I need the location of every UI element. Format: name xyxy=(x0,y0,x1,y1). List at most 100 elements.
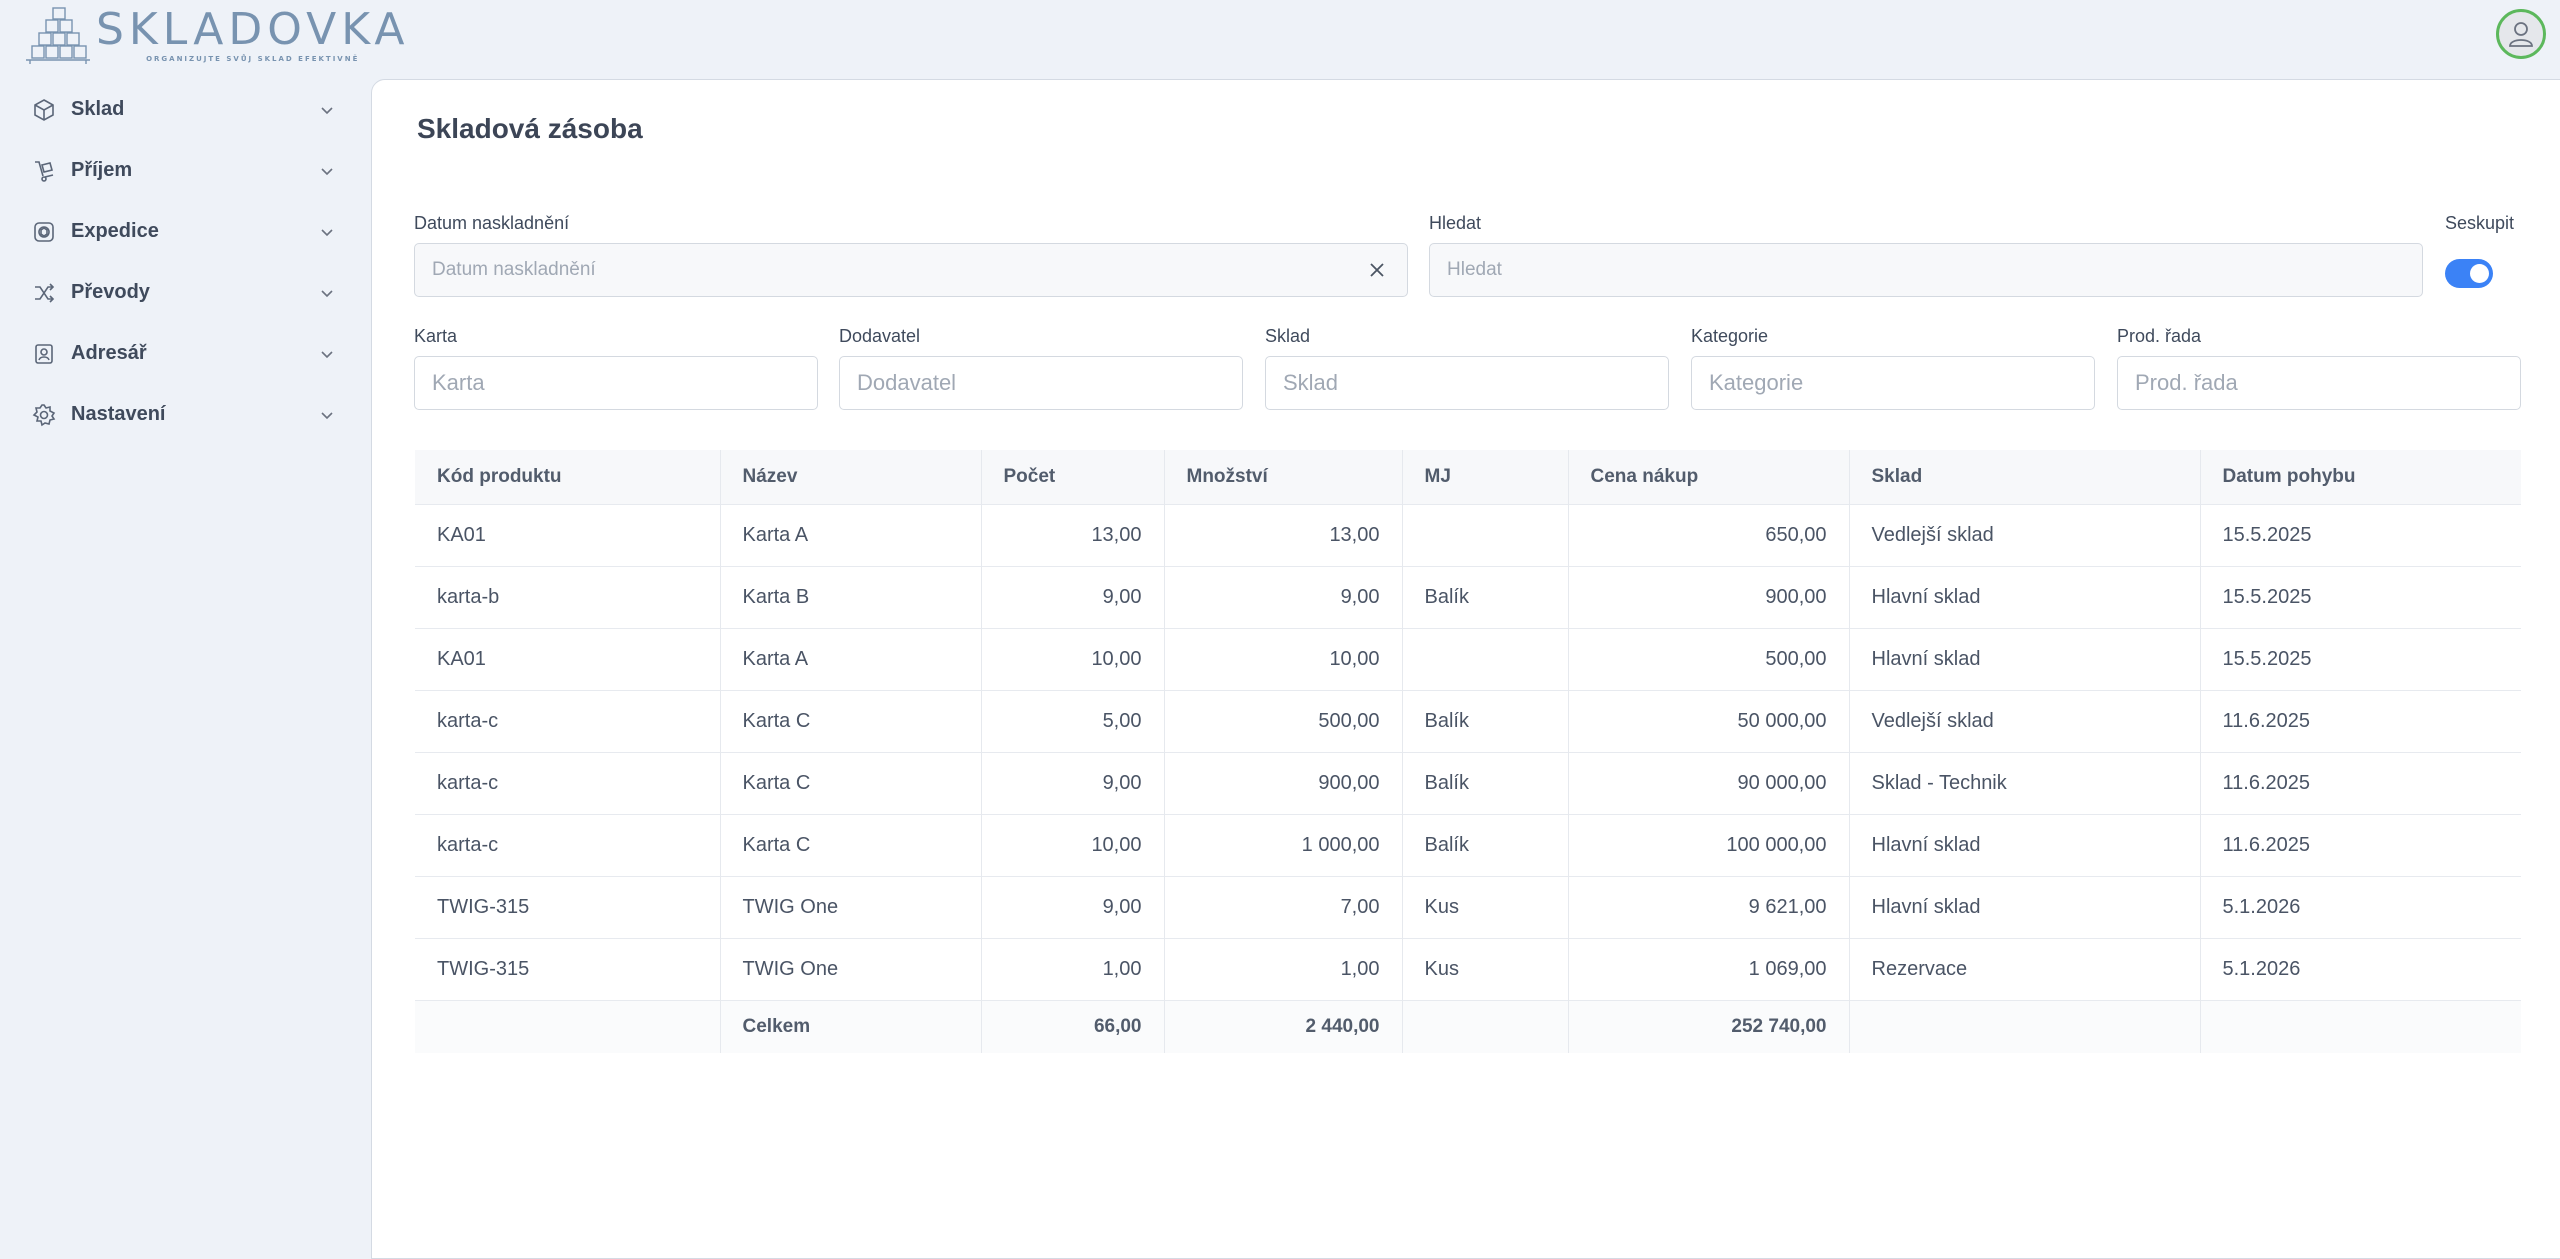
table-header-row: Kód produktu Název Počet Množství MJ Cena nák… xyxy=(415,450,2521,504)
product-line-placeholder: Prod. řada xyxy=(2135,370,2238,395)
col-movement-date-header[interactable]: Datum pohybu xyxy=(2200,450,2521,504)
table-row[interactable]: KA01 Karta A 10,00 10,00 500,00 Hlavní sklad 1… xyxy=(415,627,2521,690)
table-row[interactable]: karta-c Karta C 9,00 900,00 Balík 90 000,00 Sk… xyxy=(415,751,2521,814)
contacts-icon xyxy=(31,341,57,367)
col-warehouse-total-cell xyxy=(1849,999,2201,1053)
col-purchase-price-header[interactable]: Cena nákup xyxy=(1568,450,1850,504)
category-placeholder: Kategorie xyxy=(1709,370,1804,395)
col-movement-date-cell: 11.6.2025 xyxy=(2200,751,2521,814)
category-label: Kategorie xyxy=(1691,326,1769,346)
sidebar-item-sklad[interactable]: Sklad xyxy=(0,79,372,140)
col-warehouse-cell: Vedlejší sklad xyxy=(1849,689,2201,752)
col-purchase-price-cell: 900,00 xyxy=(1568,565,1850,628)
group-label: Seskupit xyxy=(2445,213,2515,233)
table-row[interactable]: TWIG-315 TWIG One 1,00 1,00 Kus 1 069,00 Rezer… xyxy=(415,937,2521,1000)
col-count-cell: 10,00 xyxy=(981,813,1165,876)
col-purchase-price-cell: 500,00 xyxy=(1568,627,1850,690)
col-count-cell: 9,00 xyxy=(981,875,1165,938)
col-name-cell: Karta B xyxy=(720,565,982,628)
search-input[interactable]: Hledat xyxy=(1429,243,2423,297)
col-name-total-cell: Celkem xyxy=(720,999,982,1053)
table-row[interactable]: karta-c Karta C 5,00 500,00 Balík 50 000,00 Ve… xyxy=(415,689,2521,752)
col-purchase-price-cell: 1 069,00 xyxy=(1568,937,1850,1000)
sidebar-item-prijem[interactable]: Příjem xyxy=(0,140,372,201)
card-input[interactable]: Karta xyxy=(414,356,818,410)
col-name-cell: Karta A xyxy=(720,627,982,690)
col-name-cell: Karta C xyxy=(720,813,982,876)
main-panel: Skladová zásoba Datum naskladnění Datum … xyxy=(371,79,2560,1259)
top-bar: SKLADOVKA ORGANIZUJTE SVŮJ SKLAD EFEKTIV… xyxy=(0,0,2560,79)
col-warehouse-cell: Sklad - Technik xyxy=(1849,751,2201,814)
col-unit-cell: Kus xyxy=(1402,875,1569,938)
user-icon xyxy=(2509,22,2533,47)
col-purchase-price-cell: 50 000,00 xyxy=(1568,689,1850,752)
col-warehouse-cell: Rezervace xyxy=(1849,937,2201,1000)
col-quantity-cell: 1,00 xyxy=(1164,937,1403,1000)
table-row[interactable]: KA01 Karta A 13,00 13,00 650,00 Vedlejší skla… xyxy=(415,503,2521,566)
date-input[interactable]: Datum naskladnění xyxy=(414,243,1408,297)
col-name-cell: TWIG One xyxy=(720,875,982,938)
col-count-cell: 13,00 xyxy=(981,503,1165,566)
col-movement-date-cell: 5.1.2026 xyxy=(2200,875,2521,938)
col-warehouse-cell: Hlavní sklad xyxy=(1849,813,2201,876)
col-count-cell: 9,00 xyxy=(981,751,1165,814)
product-line-input[interactable]: Prod. řada xyxy=(2117,356,2521,410)
warehouse-logo-icon xyxy=(26,7,90,64)
product-line-label: Prod. řada xyxy=(2117,326,2202,346)
col-product-code-total-cell xyxy=(415,999,721,1053)
warehouse-placeholder: Sklad xyxy=(1283,370,1339,395)
col-unit-header[interactable]: MJ xyxy=(1402,450,1569,504)
warehouse-input[interactable]: Sklad xyxy=(1265,356,1669,410)
chevron-down-icon xyxy=(321,229,333,237)
col-quantity-cell: 7,00 xyxy=(1164,875,1403,938)
sidebar-item-label: Expedice xyxy=(71,220,159,242)
col-movement-date-cell: 15.5.2025 xyxy=(2200,503,2521,566)
chevron-down-icon xyxy=(321,412,333,420)
sidebar-item-adresar[interactable]: Adresář xyxy=(0,323,372,384)
sidebar-item-label: Příjem xyxy=(71,159,133,181)
sidebar-item-label: Sklad xyxy=(71,98,125,120)
col-movement-date-total-cell xyxy=(2200,999,2521,1053)
col-product-code-cell: karta-b xyxy=(415,565,721,628)
col-purchase-price-cell: 90 000,00 xyxy=(1568,751,1850,814)
col-warehouse-cell: Hlavní sklad xyxy=(1849,565,2201,628)
user-avatar[interactable] xyxy=(2496,9,2546,59)
logo[interactable]: SKLADOVKA ORGANIZUJTE SVŮJ SKLAD EFEKTIV… xyxy=(24,6,409,64)
table-row[interactable]: TWIG-315 TWIG One 9,00 7,00 Kus 9 621,00 Hlavn… xyxy=(415,875,2521,938)
col-movement-date-cell: 11.6.2025 xyxy=(2200,689,2521,752)
warehouse-label: Sklad xyxy=(1265,326,1311,346)
close-icon[interactable] xyxy=(1367,260,1387,280)
col-count-total-cell: 66,00 xyxy=(981,999,1165,1053)
box-icon xyxy=(31,97,57,123)
page-title: Skladová zásoba xyxy=(417,113,643,144)
toggle-knob xyxy=(2470,264,2489,283)
col-purchase-price-cell: 9 621,00 xyxy=(1568,875,1850,938)
col-quantity-header[interactable]: Množství xyxy=(1164,450,1403,504)
col-count-cell: 1,00 xyxy=(981,937,1165,1000)
table-row[interactable]: karta-b Karta B 9,00 9,00 Balík 900,00 Hlavní … xyxy=(415,565,2521,628)
col-count-cell: 10,00 xyxy=(981,627,1165,690)
col-unit-total-cell xyxy=(1402,999,1569,1053)
col-quantity-cell: 1 000,00 xyxy=(1164,813,1403,876)
col-product-code-header[interactable]: Kód produktu xyxy=(415,450,721,504)
col-purchase-price-cell: 100 000,00 xyxy=(1568,813,1850,876)
col-product-code-cell: TWIG-315 xyxy=(415,875,721,938)
sidebar-item-prevody[interactable]: Převody xyxy=(0,262,372,323)
col-unit-cell: Balík xyxy=(1402,813,1569,876)
col-product-code-cell: karta-c xyxy=(415,813,721,876)
col-count-header[interactable]: Počet xyxy=(981,450,1165,504)
col-name-header[interactable]: Název xyxy=(720,450,982,504)
table-row[interactable]: karta-c Karta C 10,00 1 000,00 Balík 100 000,… xyxy=(415,813,2521,876)
hand-truck-icon xyxy=(31,158,57,184)
sidebar-item-label: Převody xyxy=(71,281,150,303)
sidebar-item-expedice[interactable]: Expedice xyxy=(0,201,372,262)
col-warehouse-header[interactable]: Sklad xyxy=(1849,450,2201,504)
supplier-input[interactable]: Dodavatel xyxy=(839,356,1243,410)
col-product-code-cell: karta-c xyxy=(415,689,721,752)
col-warehouse-cell: Hlavní sklad xyxy=(1849,875,2201,938)
col-movement-date-cell: 11.6.2025 xyxy=(2200,813,2521,876)
sidebar-item-nastaveni[interactable]: Nastavení xyxy=(0,384,372,445)
group-toggle[interactable] xyxy=(2445,259,2493,288)
col-name-cell: Karta C xyxy=(720,751,982,814)
category-input[interactable]: Kategorie xyxy=(1691,356,2095,410)
